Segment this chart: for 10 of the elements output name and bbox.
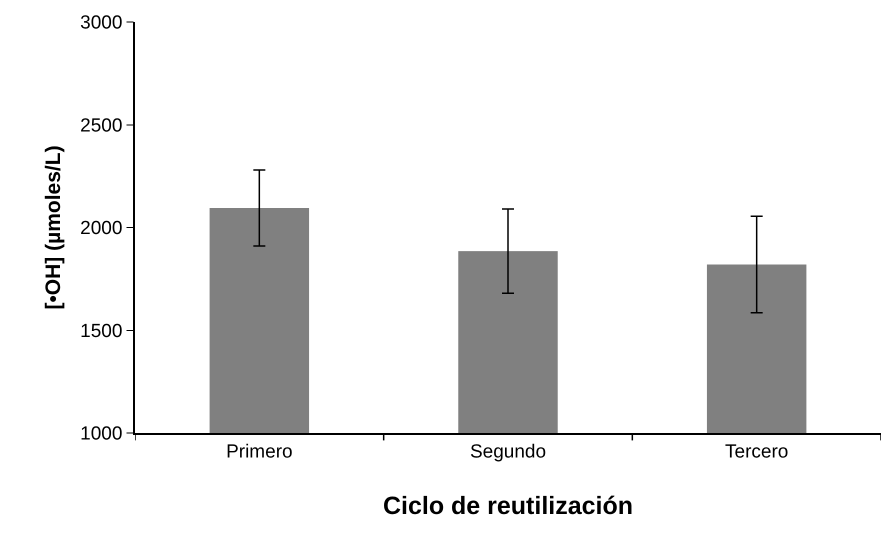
y-axis-title: [•OH] (µmoles/L) xyxy=(42,145,65,310)
y-tick-label: 2000 xyxy=(80,218,122,240)
x-tick-label: Primero xyxy=(226,442,293,463)
x-tick-label: Segundo xyxy=(470,442,546,463)
y-tick-label: 1000 xyxy=(80,424,122,445)
y-tick-label: 2500 xyxy=(80,115,122,136)
y-tick-label: 1500 xyxy=(80,320,122,342)
y-tick-label: 3000 xyxy=(80,12,122,34)
x-tick-label: Tercero xyxy=(724,442,788,463)
x-axis-title: Ciclo de reutilización xyxy=(382,492,634,520)
